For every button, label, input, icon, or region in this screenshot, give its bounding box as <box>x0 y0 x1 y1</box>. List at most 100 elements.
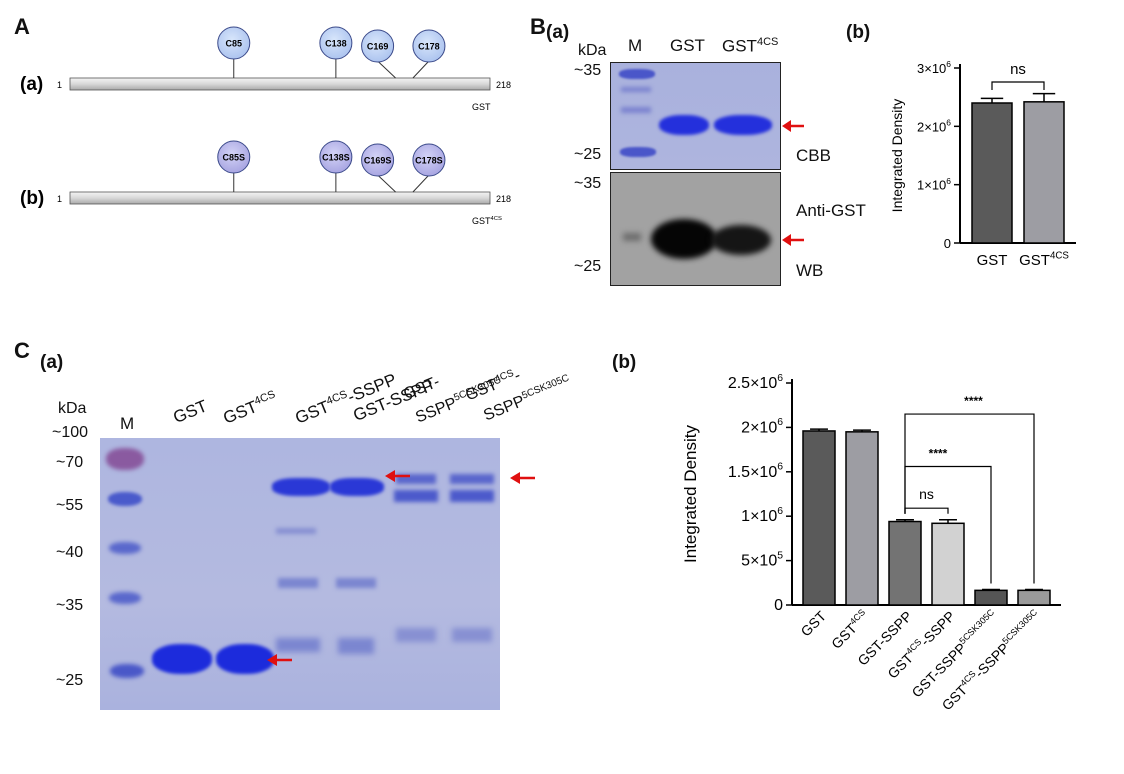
arrow-icon <box>782 120 804 132</box>
site-marker <box>319 26 353 60</box>
site-marker <box>319 140 353 174</box>
site-marker <box>361 143 395 177</box>
wb-marker-35: ~35 <box>574 175 602 192</box>
y-tick-label: 1×106 <box>741 506 783 525</box>
western-blot-image <box>610 172 781 286</box>
site-marker <box>217 26 251 60</box>
category-label: GST4CS <box>1019 250 1069 269</box>
y-tick-label: 5×105 <box>741 550 783 569</box>
arrow-icon <box>267 654 292 666</box>
arrow-icon <box>385 470 410 482</box>
site-label: C138 <box>325 39 347 49</box>
category-label: GST <box>977 252 1008 269</box>
y-axis-label: Integrated Density <box>889 99 905 213</box>
cbb-marker-35: ~35 <box>574 62 602 79</box>
panel-c-a-tag: (a) <box>40 352 64 373</box>
site-marker <box>361 29 395 63</box>
bar <box>1023 101 1065 244</box>
bar <box>974 589 1008 606</box>
significance-label: **** <box>929 446 948 460</box>
site-stem <box>412 174 430 193</box>
bar <box>888 520 922 606</box>
y-axis-label: Integrated Density <box>681 425 700 563</box>
protein-bar <box>69 191 491 205</box>
significance-label: ns <box>1010 61 1026 78</box>
seq-start-label: 1 <box>57 194 62 204</box>
bar <box>971 102 1013 244</box>
panel-c-marker-40: ~40 <box>56 544 84 561</box>
seq-start-label: 1 <box>57 80 62 90</box>
panel-c-lane-gst: GST <box>170 396 211 428</box>
bar <box>802 430 836 606</box>
site-label: C169S <box>364 156 392 166</box>
panel-b-b-tag: (b) <box>846 22 871 43</box>
site-label: C178S <box>415 156 443 166</box>
panel-b-arrows <box>782 120 804 246</box>
panel-c-lane-m: M <box>120 414 135 433</box>
site-label: C85 <box>226 39 243 49</box>
panel-c-bar-chart: 0 5×105 1×106 1.5×106 2×106 2.5×106 Integrated… <box>681 373 1061 713</box>
y-tick-label: 1×106 <box>917 176 951 193</box>
panel-c-gel-image <box>100 438 500 710</box>
row-tag: (a) <box>20 74 43 95</box>
seq-end-label: 218 <box>496 194 511 204</box>
wb-marker-25: ~25 <box>574 258 602 275</box>
panel-c-marker-35: ~35 <box>56 597 84 614</box>
cbb-label: CBB <box>796 146 831 165</box>
bar <box>931 522 965 606</box>
bar <box>1017 589 1051 606</box>
significance-label: **** <box>964 394 983 408</box>
panel-b-bar-chart: 0 1×106 2×106 3×106 Integrated Density GST GST… <box>889 59 1076 269</box>
panel-c-marker-70: ~70 <box>56 454 84 471</box>
significance-bracket <box>991 81 1045 90</box>
panel-b-lane-gst: GST <box>670 36 705 55</box>
protein-name-label: GST4CS <box>472 216 502 226</box>
panel-c-b-tag: (b) <box>612 352 637 373</box>
panel-c-marker-25: ~25 <box>56 672 84 689</box>
row-tag: (b) <box>20 188 44 209</box>
site-stem <box>377 60 396 79</box>
significance-bracket <box>904 413 1035 584</box>
site-marker <box>412 29 446 63</box>
y-tick-label: 1.5×106 <box>728 462 783 481</box>
y-tick-label: 2×106 <box>917 117 951 134</box>
site-marker <box>217 140 251 174</box>
y-tick-label: 0 <box>774 597 783 614</box>
panel-c-letter: C <box>14 338 30 363</box>
arrow-icon <box>782 234 804 246</box>
panel-b-lane-gst4cs: GST4CS <box>722 36 779 56</box>
protein-bar <box>69 77 491 91</box>
panel-b-lane-m: M <box>628 36 643 55</box>
y-tick-label: 2.5×106 <box>728 373 783 392</box>
panel-b-a-tag: (a) <box>546 22 570 43</box>
significance-label: ns <box>919 486 934 502</box>
panel-c-kda-label: kDa <box>58 400 87 417</box>
y-tick-label: 2×106 <box>741 417 783 436</box>
panel-c-arrows <box>267 470 535 666</box>
panel-b-kda-label: kDa <box>578 42 607 59</box>
significance-bracket <box>904 507 949 514</box>
site-label: C138S <box>322 153 350 163</box>
category-label: GST <box>797 607 829 639</box>
panel-c-lane-gst4cs: GST4CS <box>220 388 278 428</box>
cbb-marker-25: ~25 <box>574 146 602 163</box>
seq-end-label: 218 <box>496 80 511 90</box>
site-stem <box>412 60 430 79</box>
bar <box>845 431 879 606</box>
protein-name-label: GST <box>472 102 491 112</box>
panel-c-marker-100: ~100 <box>52 424 89 441</box>
panel-b-letter: B <box>530 14 546 39</box>
site-label: C178 <box>418 42 440 52</box>
panel-a-protein-diagram: (a) 1 218 GST C85 C138 C169 C178 (b) 1 218 GST4CS C8… <box>20 26 511 226</box>
site-label: C85S <box>223 153 246 163</box>
panel-a-letter: A <box>14 14 30 39</box>
cbb-gel-image <box>610 62 781 170</box>
arrow-icon <box>510 472 535 484</box>
y-tick-label: 3×106 <box>917 59 951 76</box>
y-tick-label: 0 <box>944 236 951 251</box>
site-label: C169 <box>367 42 389 52</box>
site-marker <box>412 143 446 177</box>
panel-c-marker-55: ~55 <box>56 497 84 514</box>
site-stem <box>377 174 396 193</box>
anti-gst-label: Anti-GST <box>796 201 866 220</box>
